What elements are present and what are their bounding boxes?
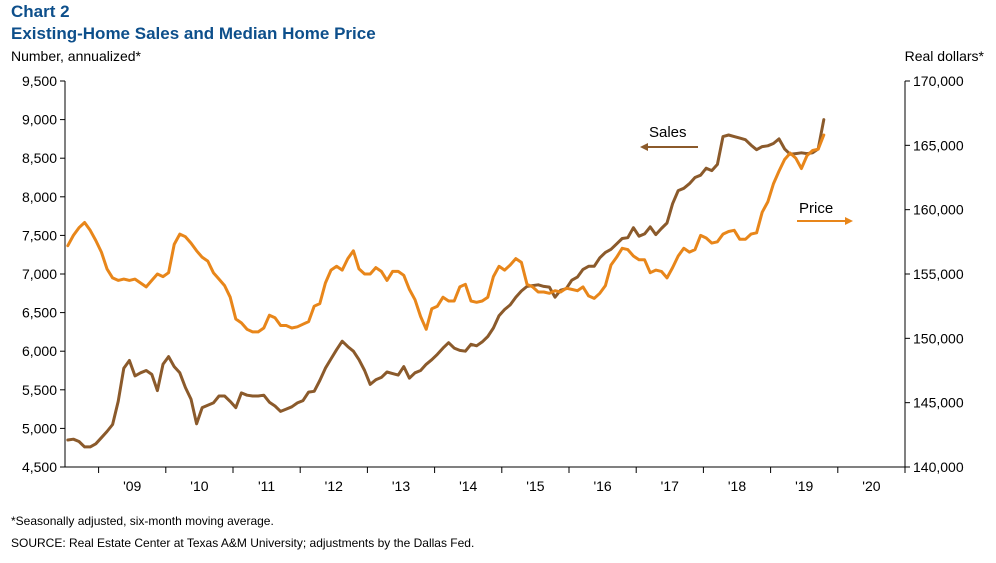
right-tick-label: 150,000 <box>913 330 964 346</box>
left-tick-label: 5,500 <box>22 382 57 398</box>
x-tick-label: '11 <box>258 478 275 494</box>
x-tick-label: '15 <box>526 478 544 494</box>
sales-arrow-head <box>640 143 648 151</box>
x-tick-label: '17 <box>661 478 679 494</box>
x-tick-label: '18 <box>728 478 746 494</box>
left-tick-label: 5,000 <box>22 420 57 436</box>
x-tick-label: '13 <box>392 478 410 494</box>
left-tick-label: 6,000 <box>22 343 57 359</box>
x-tick-label: '14 <box>459 478 477 494</box>
sales-annotation-label: Sales <box>649 124 687 141</box>
left-tick-label: 7,000 <box>22 266 57 282</box>
x-tick-label: '12 <box>325 478 343 494</box>
left-tick-label: 7,500 <box>22 227 57 243</box>
price-annotation-label: Price <box>799 200 833 217</box>
right-tick-label: 170,000 <box>913 73 964 89</box>
left-tick-label: 8,500 <box>22 150 57 166</box>
right-tick-label: 155,000 <box>913 266 964 282</box>
right-tick-label: 160,000 <box>913 202 964 218</box>
chart-number: Chart 2 <box>11 2 70 21</box>
axes: 4,500 5,000 5,500 6,000 6,500 7,000 7,500 8,000… <box>22 73 964 494</box>
right-tick-label: 145,000 <box>913 395 964 411</box>
right-tick-label: 140,000 <box>913 459 964 475</box>
left-tick-label: 6,500 <box>22 305 57 321</box>
chart-title: Existing-Home Sales and Median Home Pric… <box>11 24 376 43</box>
left-tick-label: 8,000 <box>22 189 57 205</box>
right-axis-unit-label: Real dollars* <box>904 48 984 64</box>
annotations: Sales Price <box>640 124 853 225</box>
x-tick-label: '20 <box>862 478 880 494</box>
x-tick-label: '16 <box>593 478 611 494</box>
left-tick-label: 9,000 <box>22 112 57 128</box>
footnote: *Seasonally adjusted, six-month moving a… <box>11 514 274 528</box>
left-tick-label: 4,500 <box>22 459 57 475</box>
series-lines <box>66 118 826 449</box>
x-tick-label: '10 <box>190 478 208 494</box>
x-tick-label: '19 <box>795 478 813 494</box>
price-series-line <box>66 133 826 334</box>
price-arrow-head <box>845 217 853 225</box>
source-note: SOURCE: Real Estate Center at Texas A&M … <box>11 536 475 550</box>
right-tick-label: 165,000 <box>913 137 964 153</box>
sales-series-line <box>66 118 826 449</box>
x-tick-label: '09 <box>123 478 141 494</box>
left-axis-unit-label: Number, annualized* <box>11 48 141 64</box>
left-tick-label: 9,500 <box>22 73 57 89</box>
